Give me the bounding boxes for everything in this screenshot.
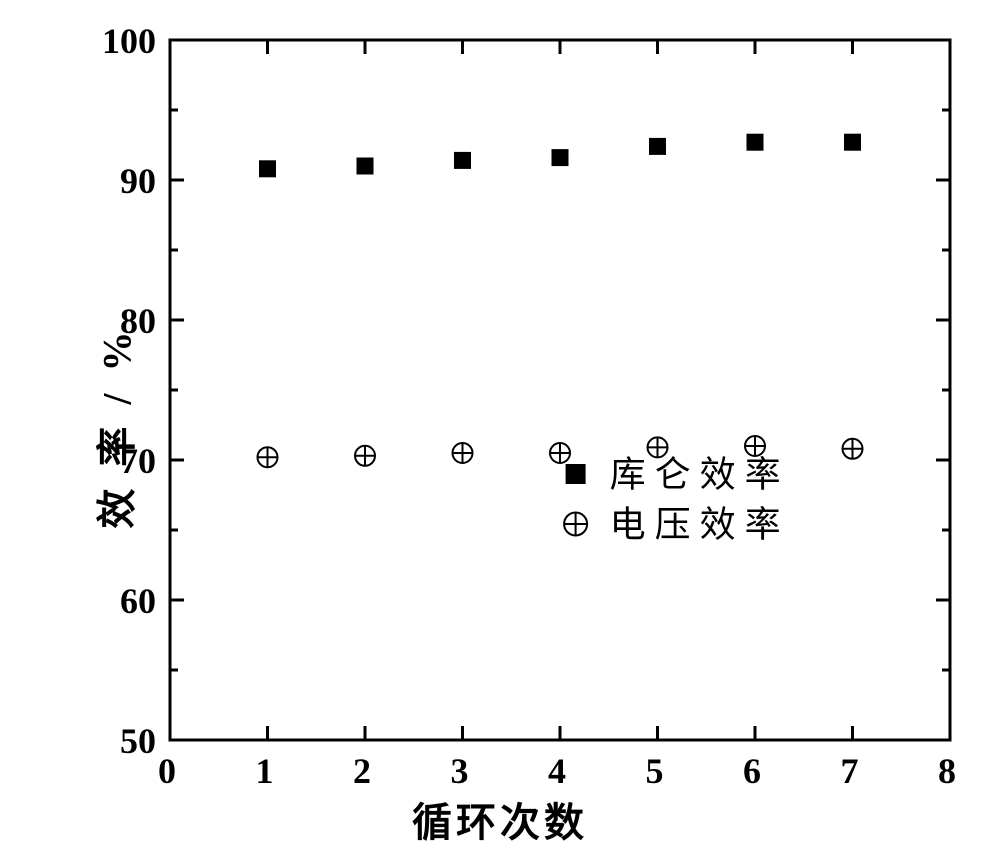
y-tick-label: 90 bbox=[120, 160, 156, 202]
chart-container: 库 仑 效 率电 压 效 率 效 率 / % 循环次数 0 1 2 3 4 5 6 7 8 50 6… bbox=[0, 0, 1000, 854]
y-tick-label: 50 bbox=[120, 720, 156, 762]
series-coulombic_efficiency bbox=[259, 134, 861, 178]
x-tick-label: 2 bbox=[353, 750, 371, 792]
y-axis-label: 效 率 / % bbox=[85, 325, 143, 528]
x-tick-label: 1 bbox=[256, 750, 274, 792]
x-tick-label: 7 bbox=[841, 750, 859, 792]
y-tick-label: 70 bbox=[120, 440, 156, 482]
x-tick-label: 5 bbox=[646, 750, 664, 792]
x-tick-label: 6 bbox=[743, 750, 761, 792]
x-tick-label: 4 bbox=[548, 750, 566, 792]
x-tick-label: 8 bbox=[938, 750, 956, 792]
y-tick-label: 80 bbox=[120, 300, 156, 342]
legend-label-coulombic_efficiency: 库 仑 效 率 bbox=[610, 455, 781, 495]
y-tick-label: 60 bbox=[120, 580, 156, 622]
y-tick-label: 100 bbox=[102, 20, 156, 62]
legend: 库 仑 效 率电 压 效 率 bbox=[564, 455, 781, 545]
x-tick-label: 0 bbox=[158, 750, 176, 792]
legend-label-voltage_efficiency: 电 压 效 率 bbox=[610, 505, 781, 545]
x-axis-label: 循环次数 bbox=[412, 790, 588, 848]
x-tick-label: 3 bbox=[451, 750, 469, 792]
